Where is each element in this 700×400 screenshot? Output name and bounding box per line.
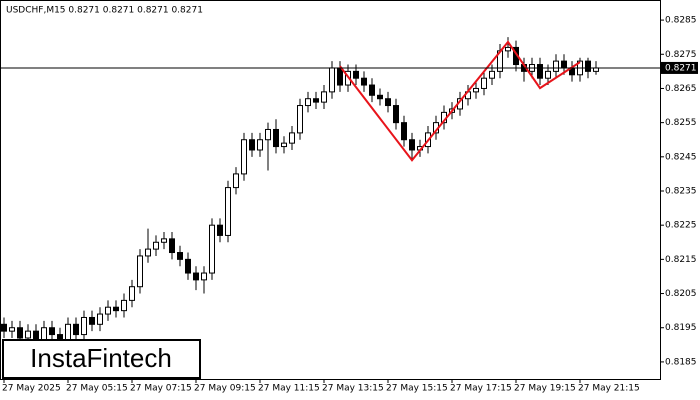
y-tick-label: 0.8285 [665,16,697,26]
x-tick-label: 27 May 09:15 [194,384,256,394]
plot-frame [0,0,661,380]
pattern-line [339,40,581,162]
candle-body [313,98,319,103]
candle-body [81,316,87,336]
candle-body [249,139,255,151]
candle-body [561,60,567,69]
candle-body [337,67,343,86]
candle-body [25,330,31,339]
candle-body [121,299,127,312]
candle-body [73,323,79,336]
candle-body [265,128,271,141]
candle-body [225,187,231,236]
y-tick-label: 0.8185 [665,357,697,367]
x-tick-label: 27 May 11:15 [258,384,320,394]
y-tick-label: 0.8205 [665,289,697,299]
x-tick-label: 27 May 07:15 [130,384,192,394]
y-tick-label: 0.8195 [665,323,697,333]
candle-body [289,132,295,144]
logo-box [2,339,201,379]
y-tick-label: 0.8255 [665,118,697,128]
x-tick-label: 27 May 17:15 [450,384,512,394]
candle-body [177,252,183,260]
candle-body [153,241,159,250]
candle-body [473,87,479,93]
candle-body [49,327,55,336]
candle-body [113,306,119,312]
candle-body [257,139,263,151]
candle-body [489,70,495,79]
candle-body [241,139,247,175]
candle-body [273,128,279,148]
y-tick-label: 0.8225 [665,221,697,231]
logo: InstaFintech [30,343,172,373]
candle-body [161,238,167,243]
candle-body [129,286,135,301]
candle-body [385,98,391,107]
candle-body [353,70,359,79]
y-tick-label: 0.8215 [665,255,697,265]
x-tick-label: 27 May 19:15 [514,384,576,394]
candle-body [209,224,215,274]
candle-body [369,84,375,96]
candle-body [97,313,103,325]
candle-body [137,255,143,288]
candle-body [193,272,199,281]
candle-body [297,105,303,134]
x-tick-label: 27 May 2025 [2,384,61,394]
candle-body [89,316,95,325]
candle-body [361,77,367,86]
x-tick-label: 27 May 13:15 [322,384,384,394]
candle-body [409,139,415,151]
y-tick-label: 0.8235 [665,187,697,197]
candle-body [321,91,327,103]
x-tick-label: 27 May 15:15 [386,384,448,394]
candle-body [545,70,551,79]
last-price-label: 0.8271 [665,63,697,73]
candle-body [169,238,175,254]
candle-body [201,272,207,281]
candle-body [305,98,311,107]
y-tick-label: 0.8275 [665,50,697,60]
candle-body [329,67,335,93]
candle-body [185,258,191,274]
candle-body [1,323,7,332]
candle-body [9,327,15,332]
candle-body [585,60,591,72]
candle-body [593,67,599,72]
candle-body [233,173,239,189]
candle-body [401,122,407,141]
x-tick-label: 27 May 21:15 [578,384,640,394]
candle-body [217,224,223,236]
y-tick-label: 0.8265 [665,84,697,94]
candle-body [105,306,111,315]
last-price-box [661,61,698,74]
candle-body [281,142,287,148]
candle-body [377,94,383,100]
candle-body [393,105,399,124]
y-tick-label: 0.8245 [665,152,697,162]
candle-body [481,77,487,89]
chart-title: USDCHF,M15 0.8271 0.8271 0.8271 0.8271 [6,6,203,16]
candle-body [505,46,511,52]
candle-body [537,64,543,79]
candle-body [17,327,23,339]
candle-body [553,60,559,72]
candle-body [145,248,151,257]
x-tick-label: 27 May 05:15 [66,384,128,394]
